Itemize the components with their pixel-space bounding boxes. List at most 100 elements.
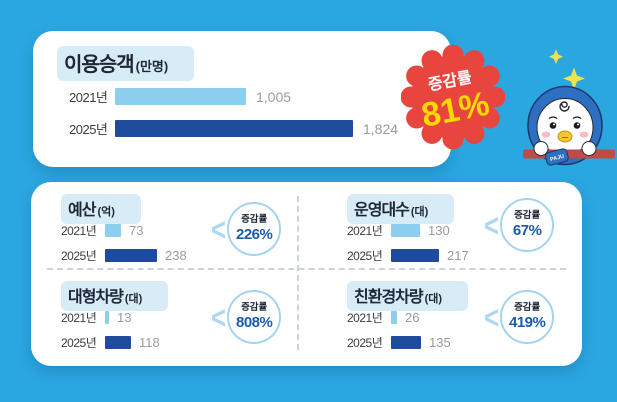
bar-2025-budget [105, 249, 157, 262]
bar-2025-passengers [115, 120, 353, 137]
fleet-change-circle: 증감률 67% [500, 198, 555, 252]
large-vehicles-change-circle: 증감률 808% [227, 290, 282, 344]
year-label-2025: 2025년 [347, 336, 383, 350]
chevron-left-icon: < [484, 298, 500, 336]
budget-title: 예산 (억) [61, 194, 141, 224]
bar-2021-passengers [115, 88, 246, 105]
bar-2025-fleet [391, 249, 439, 262]
fleet-change-indicator: < 증감률 67% [484, 198, 555, 252]
eye-highlight [577, 123, 579, 126]
eye-highlight [553, 123, 555, 126]
year-label-2021: 2021년 [61, 311, 97, 325]
sparkle-icon [549, 49, 563, 64]
stats-grid-panel: 예산 (억) 2021년 73 2025년 238 < 증감률 226% [31, 182, 582, 366]
budget-unit-label: (억) [97, 206, 115, 218]
mascot-eye [549, 122, 557, 129]
eco-vehicles-change-circle: 증감률 419% [500, 290, 555, 344]
passengers-row-2021: 2021년 1,005 [69, 87, 291, 106]
year-label-2025: 2025년 [61, 336, 97, 350]
budget-change-circle: 증감률 226% [227, 202, 282, 256]
budget-title-text: 예산 [68, 202, 96, 219]
large-vehicles-title: 대형차량 (대) [61, 281, 169, 311]
passengers-title: 이용승객 (만명) [57, 46, 195, 81]
year-label-2021: 2021년 [61, 224, 97, 238]
eco-vehicles-title: 친환경차량 (대) [347, 281, 469, 311]
value-2025-large-vehicles: 118 [139, 335, 160, 350]
chevron-left-icon: < [484, 206, 500, 244]
change-caption: 증감률 [241, 214, 268, 226]
year-label-2025: 2025년 [347, 249, 383, 263]
fleet-quadrant: 운영대수 (대) 2021년 130 2025년 217 [347, 194, 597, 278]
large-vehicles-change-indicator: < 증감률 808% [211, 290, 282, 344]
eco-vehicles-row-2025: 2025년 135 [347, 334, 451, 351]
fleet-title: 운영대수 (대) [347, 194, 455, 224]
fleet-unit-label: (대) [410, 206, 429, 218]
mascot-brow [572, 116, 582, 119]
bar-2021-large-vehicles [105, 311, 109, 324]
change-percent: 419% [509, 313, 546, 331]
year-label-2025: 2025년 [61, 249, 97, 263]
value-2025-passengers: 1,824 [363, 120, 399, 137]
scallop-seal-shape [401, 45, 505, 149]
mascot-beak [557, 130, 573, 143]
mascot-cheek [541, 131, 551, 138]
year-label-2021: 2021년 [69, 90, 108, 105]
mascot-character: PAJU [523, 49, 615, 166]
change-caption: 증감률 [514, 210, 541, 222]
value-2021-fleet: 130 [428, 223, 450, 238]
large-vehicles-row-2025: 2025년 118 [61, 334, 160, 351]
bar-2025-eco-vehicles [391, 336, 421, 349]
bar-2021-eco-vehicles [391, 311, 397, 324]
mascot-cheek [579, 131, 589, 138]
mascot-hand [581, 141, 597, 156]
bar-2025-large-vehicles [105, 336, 131, 349]
value-2025-budget: 238 [165, 248, 187, 263]
change-caption: 증감률 [514, 302, 541, 314]
change-rate-badge: 증감률 81% [401, 45, 505, 149]
large-vehicles-title-text: 대형차량 [68, 289, 124, 306]
large-vehicles-row-2021: 2021년 13 [61, 309, 131, 326]
change-percent: 67% [512, 221, 542, 239]
chevron-left-icon: < [211, 210, 227, 248]
mascot-curl [559, 101, 570, 112]
bar-2021-fleet [391, 224, 420, 237]
fleet-row-2021: 2021년 130 [347, 222, 450, 239]
value-2025-fleet: 217 [447, 248, 469, 263]
fleet-row-2025: 2025년 217 [347, 247, 469, 264]
mascot-hand [533, 141, 549, 156]
year-label-2021: 2021년 [347, 224, 383, 238]
fleet-title-text: 운영대수 [354, 202, 410, 219]
change-caption: 증감률 [241, 302, 268, 314]
value-2021-passengers: 1,005 [256, 88, 292, 105]
eco-vehicles-title-text: 친환경차량 [354, 289, 424, 306]
passengers-title-text: 이용승객 [64, 54, 135, 76]
eco-vehicles-row-2021: 2021년 26 [347, 309, 419, 326]
large-vehicles-quadrant: 대형차량 (대) 2021년 13 2025년 118 [61, 281, 311, 365]
large-vehicles-unit-label: (대) [124, 293, 143, 305]
year-label-2021: 2021년 [347, 311, 383, 325]
value-2025-eco-vehicles: 135 [429, 335, 451, 350]
eco-vehicles-unit-label: (대) [424, 293, 443, 305]
mascot-eye [573, 122, 581, 129]
value-2021-large-vehicles: 13 [117, 310, 132, 325]
scarf-text: PAJU [550, 154, 565, 163]
budget-change-indicator: < 증감률 226% [211, 202, 282, 256]
bar-2021-budget [105, 224, 121, 237]
budget-quadrant: 예산 (억) 2021년 73 2025년 238 [61, 194, 311, 278]
eco-vehicles-quadrant: 친환경차량 (대) 2021년 26 2025년 135 [347, 281, 597, 365]
budget-row-2025: 2025년 238 [61, 247, 187, 264]
passengers-row-2025: 2025년 1,824 [69, 119, 398, 138]
vertical-divider [297, 196, 299, 350]
scarf-flap: PAJU [544, 148, 569, 166]
value-2021-eco-vehicles: 26 [405, 310, 420, 325]
change-percent: 808% [236, 313, 273, 331]
change-percent: 226% [236, 225, 273, 243]
sparkle-icon [563, 67, 585, 90]
year-label-2025: 2025년 [69, 122, 108, 137]
passengers-unit-label: (만명) [135, 59, 169, 74]
mascot-brow [548, 116, 558, 119]
budget-row-2021: 2021년 73 [61, 222, 143, 239]
eco-vehicles-change-indicator: < 증감률 419% [484, 290, 555, 344]
value-2021-budget: 73 [129, 223, 144, 238]
